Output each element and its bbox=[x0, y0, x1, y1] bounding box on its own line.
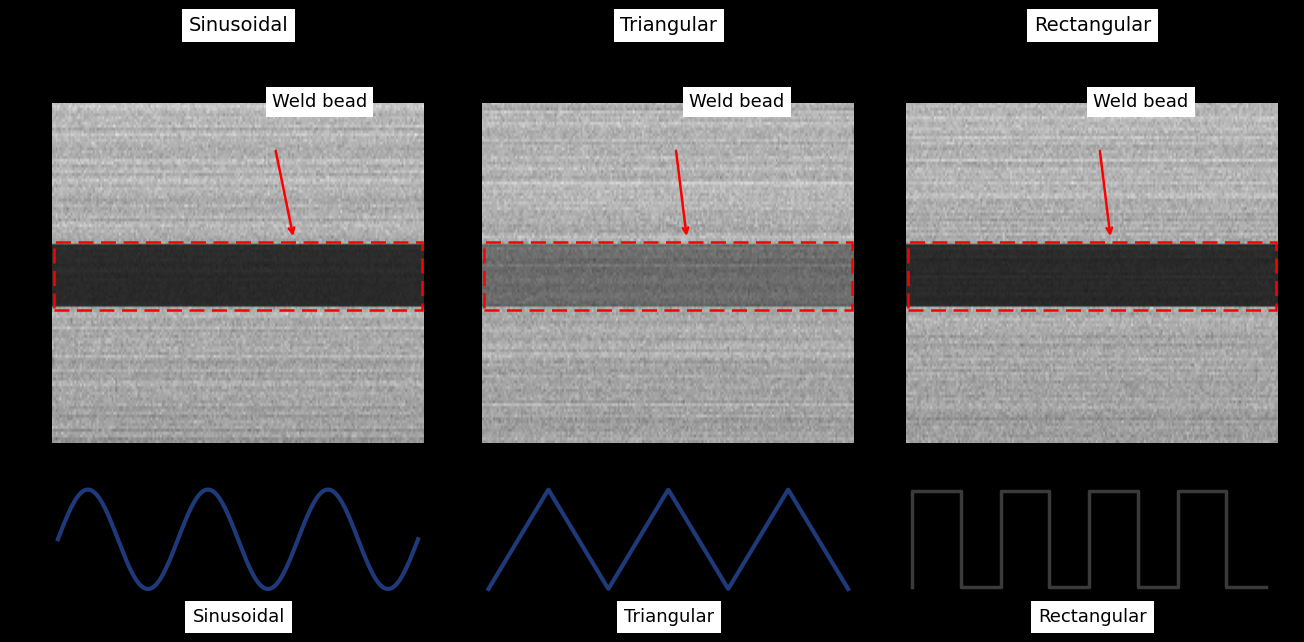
Text: Weld bead: Weld bead bbox=[689, 93, 785, 111]
Bar bbox=[908, 241, 1277, 309]
Text: Triangular: Triangular bbox=[623, 608, 715, 626]
Bar bbox=[53, 241, 422, 309]
Text: Triangular: Triangular bbox=[621, 16, 717, 35]
Text: Rectangular: Rectangular bbox=[1038, 608, 1148, 626]
Text: Sinusoidal: Sinusoidal bbox=[193, 608, 284, 626]
Text: Sinusoidal: Sinusoidal bbox=[189, 16, 288, 35]
Bar bbox=[484, 241, 853, 309]
Text: Rectangular: Rectangular bbox=[1034, 16, 1151, 35]
Text: Weld bead: Weld bead bbox=[271, 93, 368, 111]
Text: Weld bead: Weld bead bbox=[1093, 93, 1189, 111]
